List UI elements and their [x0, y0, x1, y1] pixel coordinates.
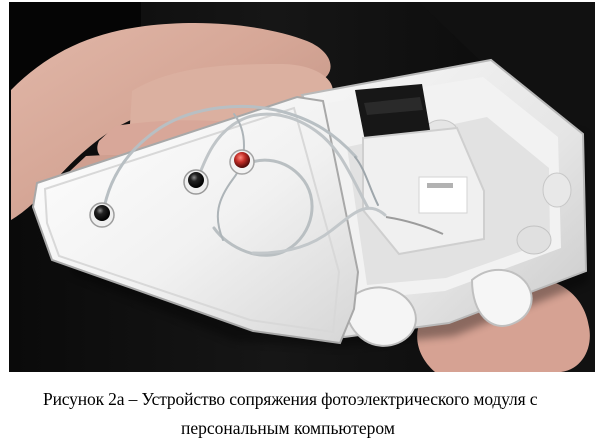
figure-caption: Рисунок 2а – Устройство сопряжения фотоэ… — [0, 380, 603, 442]
lid-inner-edge — [43, 106, 341, 334]
figure-photo — [9, 2, 595, 372]
cable-gland-left — [342, 286, 417, 347]
caption-line-1: Рисунок 2а – Устройство сопряжения фотоэ… — [43, 389, 538, 409]
board-cable-tie — [385, 216, 444, 235]
photo-illustration — [9, 2, 595, 372]
cable-gland-right — [470, 268, 533, 327]
red-jack — [229, 149, 255, 175]
knockout-right — [542, 172, 572, 208]
box-lid — [31, 95, 360, 345]
black-jack-left — [89, 202, 115, 228]
wire-bundle — [101, 104, 387, 257]
module-label-strip — [364, 97, 423, 115]
black-jack-middle — [183, 169, 209, 195]
board-barcode — [427, 183, 453, 188]
knockout-side — [516, 225, 552, 255]
caption-line-2: персональным компьютером — [181, 418, 395, 438]
board-label — [418, 176, 468, 214]
